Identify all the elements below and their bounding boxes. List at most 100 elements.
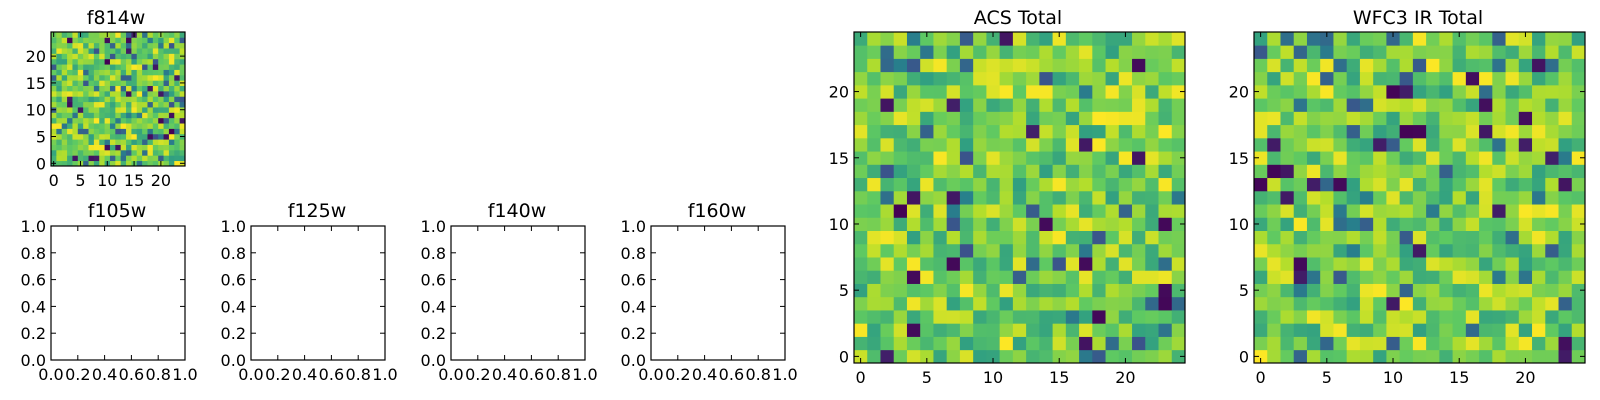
heatmap-cell (83, 144, 89, 151)
heatmap-cell (959, 217, 974, 231)
x-tick-label: 5 (922, 368, 932, 387)
heatmap-cell (1012, 349, 1027, 364)
panel-title: f140w (488, 200, 547, 222)
heatmap-cell (1171, 270, 1186, 284)
heatmap-cell (72, 155, 79, 162)
heatmap-cell (77, 48, 84, 54)
heatmap-cell (77, 96, 84, 103)
heatmap-cell (77, 149, 84, 156)
heatmap-cell (77, 74, 84, 81)
heatmap-cell (179, 144, 186, 151)
heatmap-cell (104, 149, 111, 156)
heatmap-cell (920, 84, 934, 99)
heatmap-cell (104, 133, 111, 140)
heatmap-cell (893, 204, 908, 218)
heatmap-cell (854, 124, 868, 139)
heatmap-cell (1426, 58, 1440, 73)
heatmap-cell (126, 69, 132, 76)
heatmap-cell (1399, 45, 1414, 59)
y-tick-label: 0.2 (421, 324, 446, 343)
heatmap-cell (867, 323, 881, 337)
heatmap-cell (1373, 230, 1387, 245)
heatmap-cell (999, 243, 1014, 258)
heatmap-cell (1479, 151, 1493, 165)
heatmap-cell (920, 111, 934, 126)
heatmap-cell (147, 144, 154, 151)
heatmap-cell (77, 85, 84, 92)
heatmap-cell (1532, 124, 1546, 139)
heatmap-cell (115, 42, 122, 49)
heatmap-cell (99, 107, 105, 113)
heatmap-cell (1171, 164, 1186, 179)
heatmap-cell (126, 48, 132, 54)
heatmap-cell (1439, 164, 1453, 179)
heatmap-cell (1399, 204, 1414, 218)
heatmap-cell (1065, 98, 1080, 112)
heatmap-cell (1333, 164, 1348, 179)
heatmap-cell (1079, 190, 1093, 205)
heatmap-cell (56, 117, 63, 124)
heatmap-cell (920, 45, 934, 59)
heatmap-cell (1105, 217, 1120, 231)
panel-f125w: f125w 0.0 0.2 0.4 0.6 0.8 1.00.00.20.40.60.81… (221, 200, 398, 384)
heatmap-cell (147, 42, 154, 49)
heatmap-cell (1505, 84, 1520, 99)
heatmap-cell (1558, 111, 1573, 126)
heatmap-cell (1280, 45, 1295, 59)
heatmap-cell (1092, 124, 1106, 139)
heatmap-cell (1280, 270, 1295, 284)
heatmap-cell (99, 64, 105, 70)
heatmap-cell (93, 112, 100, 119)
heatmap-cell (1145, 151, 1159, 165)
heatmap-cell (1293, 58, 1308, 73)
x-tick-label: 15 (1449, 368, 1469, 387)
heatmap-cell (1518, 84, 1533, 99)
heatmap-cell (1158, 310, 1173, 324)
heatmap-cell (906, 283, 921, 298)
heatmap-cell (880, 98, 895, 112)
heatmap-cell (1306, 270, 1321, 284)
heatmap-cell (973, 124, 987, 139)
heatmap-cell (1386, 217, 1401, 231)
heatmap-cell (120, 107, 127, 113)
heatmap-cell (999, 45, 1014, 59)
heatmap-cell (1320, 270, 1334, 284)
heatmap-cell (1132, 32, 1146, 46)
heatmap-cell (104, 74, 111, 81)
heatmap-cell (1092, 257, 1106, 271)
heatmap-cell (1012, 151, 1027, 165)
heatmap-cell (1439, 336, 1453, 351)
heatmap-cell (1545, 296, 1559, 311)
heatmap-cell (933, 257, 948, 271)
heatmap-cell (1306, 310, 1321, 324)
heatmap-cell (1505, 151, 1520, 165)
heatmap-cell (1280, 71, 1295, 86)
heatmap-cell (104, 90, 111, 97)
heatmap-cell (93, 155, 100, 162)
heatmap-cell (109, 133, 116, 140)
heatmap-cell (109, 53, 116, 60)
heatmap-cell (1545, 84, 1559, 99)
heatmap-cell (1399, 71, 1414, 86)
heatmap-cell (109, 149, 116, 156)
heatmap-cell (1386, 71, 1401, 86)
heatmap-cell (959, 336, 974, 351)
heatmap-cell (1373, 270, 1387, 284)
heatmap-cell (72, 117, 79, 124)
heatmap-cell (1359, 151, 1374, 165)
heatmap-cell (1145, 45, 1159, 59)
heatmap-cell (109, 48, 116, 54)
axes-frame (50, 225, 186, 361)
heatmap-cell (1333, 336, 1348, 351)
heatmap-cell (1439, 257, 1453, 271)
heatmap-cell (99, 139, 105, 145)
heatmap-cell (1505, 230, 1520, 245)
heatmap-cell (880, 323, 895, 337)
heatmap-cell (56, 37, 63, 44)
heatmap-cell (999, 323, 1014, 337)
heatmap-cell (1505, 323, 1520, 337)
heatmap-cell (1346, 98, 1361, 112)
heatmap-cell (999, 177, 1014, 192)
heatmap-cell (1505, 137, 1520, 152)
heatmap-cell (77, 107, 84, 113)
